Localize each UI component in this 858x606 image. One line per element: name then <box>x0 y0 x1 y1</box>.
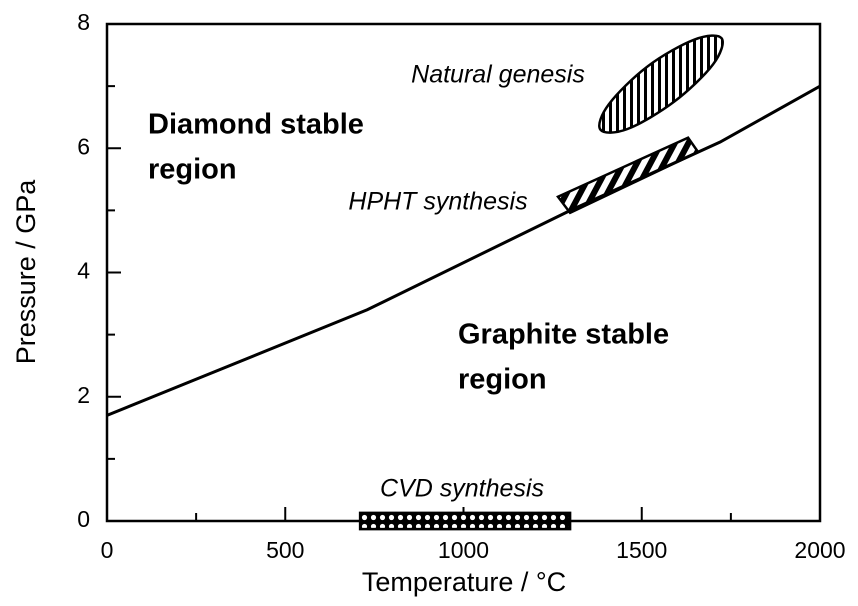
region-shape <box>358 511 572 531</box>
region-shape <box>598 34 724 134</box>
region-label: Graphite stable <box>458 319 669 351</box>
x-tick-label: 1000 <box>438 537 489 563</box>
y-axis-label: Pressure / GPa <box>11 179 41 365</box>
region-label: region <box>148 154 237 186</box>
region-annotation: CVD synthesis <box>380 475 544 503</box>
x-tick-label: 2000 <box>794 537 845 563</box>
plot-frame <box>105 22 822 523</box>
region-annotation: Natural genesis <box>411 61 585 89</box>
y-tick-label: 4 <box>77 258 90 284</box>
y-tick-label: 8 <box>77 9 90 35</box>
x-tick-label: 0 <box>101 537 114 563</box>
y-tick-label: 2 <box>77 382 90 408</box>
x-tick-label: 1500 <box>616 537 667 563</box>
y-tick-label: 0 <box>77 506 90 532</box>
region-label: Diamond stable <box>148 109 364 141</box>
region-annotation: HPHT synthesis <box>348 188 527 216</box>
region-label: region <box>458 364 547 396</box>
y-tick-label: 6 <box>77 133 90 159</box>
x-axis-label: Temperature / °C <box>362 567 566 597</box>
x-tick-label: 500 <box>266 537 304 563</box>
region-shape <box>556 136 700 215</box>
phase-boundary <box>107 84 820 417</box>
